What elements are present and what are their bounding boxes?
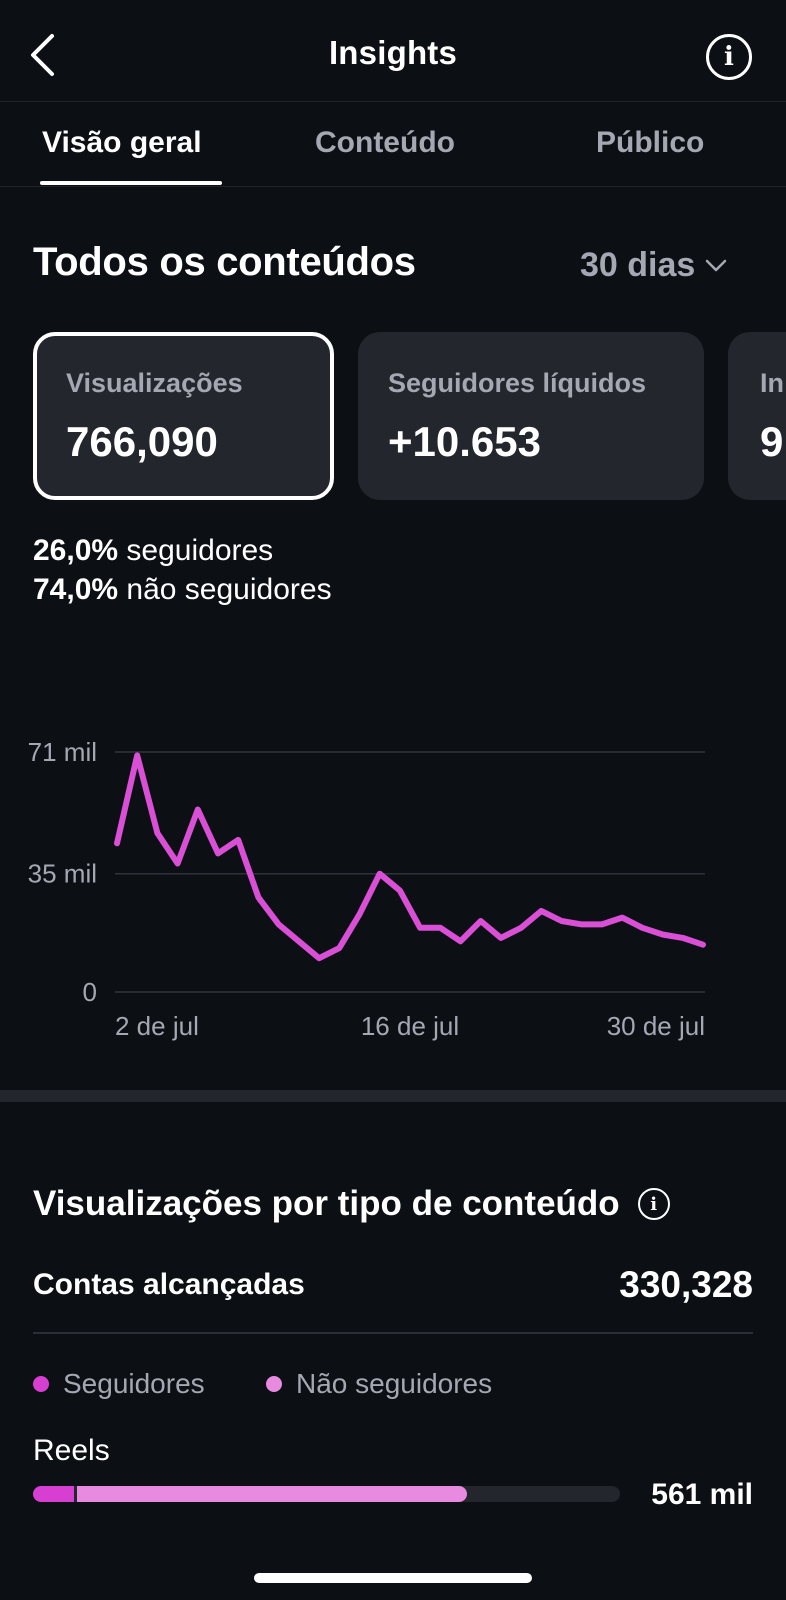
metric-card-net-followers[interactable]: Seguidores líquidos +10.653: [358, 332, 704, 500]
chevron-down-icon: [706, 259, 727, 271]
content-type-title: Visualizações por tipo de conteúdo i: [33, 1184, 670, 1224]
info-icon: i: [724, 42, 734, 72]
followers-split: 26,0% seguidores: [33, 534, 273, 568]
series-line: [114, 752, 706, 962]
tab-content[interactable]: Conteúdo: [315, 126, 455, 159]
divider: [33, 1332, 753, 1334]
section-title: Todos os conteúdos: [33, 240, 416, 284]
tab-audience[interactable]: Público: [596, 126, 705, 159]
split-pct: 74,0%: [33, 573, 119, 606]
legend-dot: [33, 1376, 49, 1392]
legend-label: Não seguidores: [296, 1368, 493, 1399]
info-button[interactable]: i: [706, 34, 752, 80]
tab-overview[interactable]: Visão geral: [42, 126, 202, 159]
reach-label: Contas alcançadas: [33, 1268, 305, 1301]
period-label: 30 dias: [580, 246, 696, 284]
section-separator: [0, 1090, 786, 1102]
active-tab-indicator: [40, 181, 222, 185]
top-bar: Insights i: [0, 0, 786, 102]
x-tick-label: 30 de jul: [607, 1011, 705, 1041]
y-tick-label: 35 mil: [28, 859, 97, 889]
content-type-bar: [33, 1486, 620, 1502]
y-tick-label: 71 mil: [28, 737, 97, 767]
x-tick-label: 16 de jul: [361, 1011, 459, 1041]
split-pct: 26,0%: [33, 534, 119, 567]
content-type-title-text: Visualizações por tipo de conteúdo: [33, 1184, 620, 1223]
metric-label: In: [760, 368, 784, 398]
x-tick-label: 2 de jul: [115, 1011, 199, 1041]
metric-label: Seguidores líquidos: [388, 368, 647, 398]
metric-value: +10.653: [388, 418, 541, 465]
metric-label: Visualizações: [66, 368, 243, 398]
info-icon[interactable]: i: [637, 1188, 670, 1220]
metric-card-interactions[interactable]: In 9: [728, 332, 786, 500]
bar-segment-non-followers: [77, 1486, 468, 1502]
bar-segment-followers: [33, 1486, 75, 1502]
period-selector[interactable]: 30 dias: [580, 246, 727, 285]
metric-value: 9: [760, 418, 784, 465]
reach-value: 330,328: [619, 1264, 753, 1305]
views-line-chart: 0 35 mil 71 mil 2 de jul 16 de jul 30 de jul: [28, 737, 706, 1041]
tab-bar: Visão geral Conteúdo Público: [0, 102, 786, 187]
home-indicator: [254, 1573, 532, 1583]
metric-card-views[interactable]: Visualizações 766,090: [33, 332, 334, 500]
legend-dot: [266, 1376, 282, 1392]
back-button[interactable]: [22, 30, 62, 80]
legend-non-followers: Não seguidores: [266, 1368, 492, 1400]
metric-value: 766,090: [66, 418, 218, 465]
split-label: seguidores: [126, 534, 274, 567]
page-title: Insights: [328, 34, 458, 71]
y-tick-label: 0: [83, 977, 97, 1007]
non-followers-split: 74,0% não seguidores: [33, 573, 332, 607]
split-label: não seguidores: [126, 573, 332, 606]
legend-followers: Seguidores: [33, 1368, 205, 1400]
legend-label: Seguidores: [63, 1368, 205, 1399]
content-type-value: 561 mil: [651, 1478, 753, 1511]
chevron-left-icon: [31, 34, 54, 76]
content-type-label: Reels: [33, 1434, 110, 1467]
